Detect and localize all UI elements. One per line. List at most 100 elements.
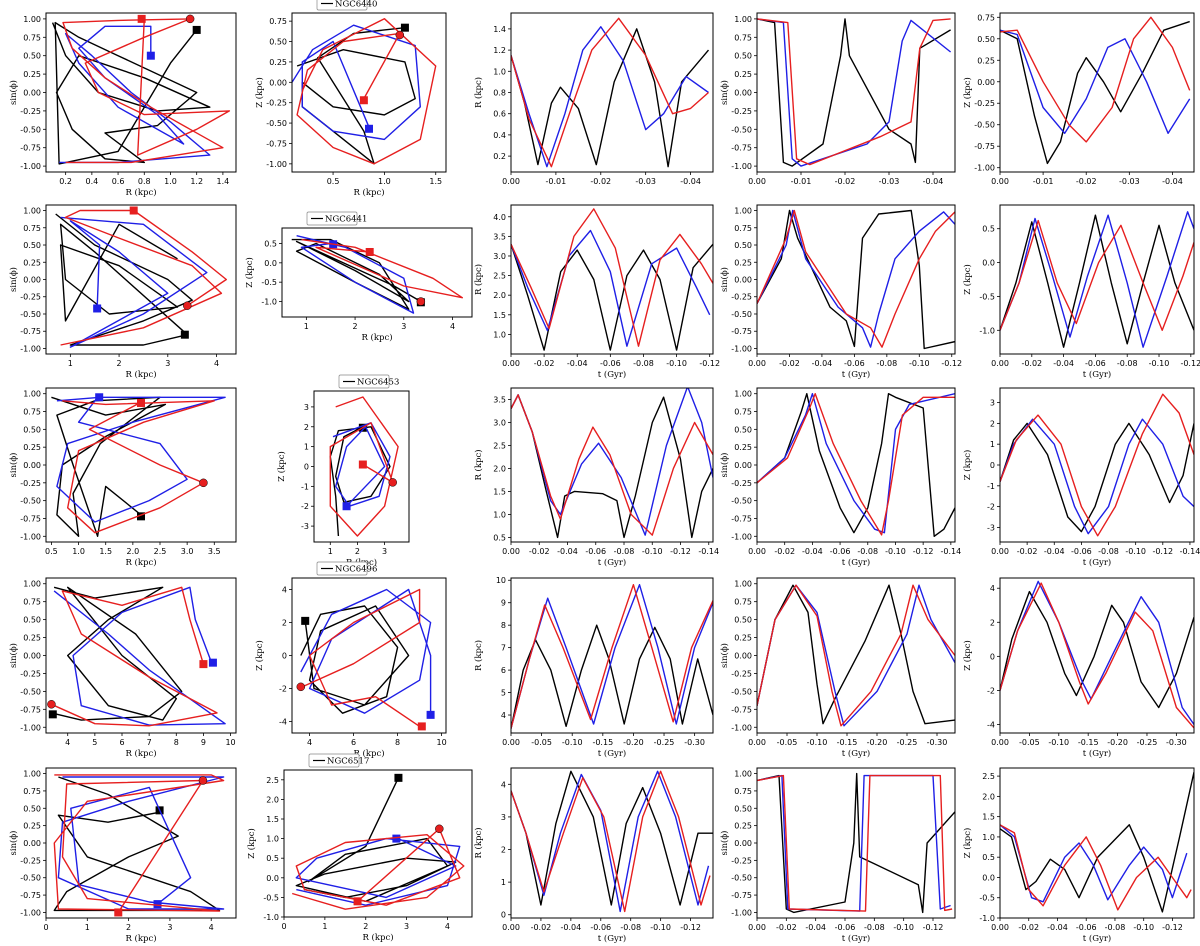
y-tick-label: -0.50 <box>20 687 41 696</box>
y-tick-label: -0.75 <box>20 705 41 714</box>
y-axis-label: Z (kpc) <box>962 77 973 108</box>
x-axis-label: t (Gyr) <box>598 369 626 380</box>
x-tick-label: -0.12 <box>1180 359 1200 368</box>
series-line-red <box>757 393 955 536</box>
series-group <box>511 770 713 913</box>
y-tick-label: 2 <box>990 618 995 627</box>
y-tick-label: 3.5 <box>493 232 506 241</box>
y-tick-label: 1.5 <box>982 813 995 822</box>
series-line-blue <box>59 25 211 164</box>
y-tick-label: -0.75 <box>731 705 752 714</box>
series-group <box>757 772 955 914</box>
y-tick-label: -1.0 <box>261 298 277 307</box>
y-tick-label: 3 <box>990 399 995 408</box>
y-tick-label: -1.00 <box>974 164 995 173</box>
end-marker-blue <box>342 502 351 511</box>
y-tick-label: 0.75 <box>734 33 752 42</box>
x-tick-label: 4 <box>214 359 219 368</box>
legend-box <box>306 211 358 226</box>
y-tick-label: 0 <box>282 652 287 661</box>
y-tick-label: 2.5 <box>266 776 279 785</box>
series-group <box>51 393 226 537</box>
series-line-blue <box>296 235 415 314</box>
x-tick-label: -0.20 <box>867 738 888 747</box>
x-tick-label: -0.04 <box>1053 359 1074 368</box>
y-tick-label: 0.50 <box>23 804 41 813</box>
x-tick-label: -0.14 <box>1180 547 1200 556</box>
legend: NGC6517 <box>308 753 369 768</box>
legend-label: NGC6496 <box>335 565 377 575</box>
x-axis-label: R (kpc) <box>353 748 384 759</box>
x-tick-label: -0.06 <box>585 547 606 556</box>
y-tick-label: -1.00 <box>731 344 752 353</box>
x-tick-label: 3 <box>165 359 170 368</box>
x-axis-label: R (kpc) <box>362 932 393 943</box>
y-tick-label: -0.50 <box>974 121 995 130</box>
series-line-blue <box>1000 580 1194 725</box>
y-tick-label: -1.00 <box>731 532 752 541</box>
x-tick-label: 3.5 <box>208 547 221 556</box>
x-tick-label: -0.04 <box>802 547 823 556</box>
y-tick-label: 0.0 <box>982 873 995 882</box>
x-tick-label: 0.00 <box>502 177 520 186</box>
series-line-red <box>51 586 218 727</box>
x-axis-label: t (Gyr) <box>1083 748 1111 759</box>
legend-box <box>308 753 360 768</box>
start-marker-red <box>416 297 426 306</box>
axes-frame <box>999 767 1195 919</box>
y-tick-label: 0.25 <box>977 56 995 65</box>
x-tick-label: 0.00 <box>502 547 520 556</box>
y-axis-label: sin(ϕ) <box>8 643 19 668</box>
x-tick-label: -0.12 <box>680 923 701 932</box>
y-tick-label: 1.00 <box>734 207 752 216</box>
y-tick-label: 1.00 <box>23 770 41 779</box>
axes-frame <box>281 227 473 318</box>
x-tick-label: -0.04 <box>805 923 826 932</box>
series-line-blue <box>60 216 208 348</box>
axes-frame <box>999 12 1195 173</box>
y-tick-label: 2.0 <box>982 792 995 801</box>
y-tick-label: 7 <box>501 644 506 653</box>
y-tick-label: 1.0 <box>493 330 506 339</box>
x-tick-label: 0 <box>281 922 286 931</box>
legend-label: NGC6517 <box>327 757 369 767</box>
x-tick-label: -0.10 <box>1133 923 1154 932</box>
y-tick-label: 3 <box>501 813 506 822</box>
x-axis-label: t (Gyr) <box>1083 369 1111 380</box>
y-tick-label: 0.50 <box>23 52 41 61</box>
end-marker-black <box>192 25 201 34</box>
y-tick-label: -2 <box>987 503 995 512</box>
panel-2-0: 0.5 1.0 1.5 2.0 2.5 3.0 3.5 -1.00 -0.75 -0.50 -0.2… <box>8 387 237 568</box>
end-marker-blue <box>93 304 102 313</box>
series-line-red <box>1000 219 1194 331</box>
series-group <box>511 208 713 351</box>
y-tick-label: 0.5 <box>982 225 995 234</box>
y-tick-label: -3 <box>987 523 995 532</box>
x-tick-label: -0.30 <box>927 738 948 747</box>
x-axis-label: t (Gyr) <box>842 557 870 568</box>
x-tick-label: 0.00 <box>502 738 520 747</box>
series-group <box>757 209 955 350</box>
y-tick-label: 4 <box>501 780 506 789</box>
x-tick-label: -0.12 <box>670 547 691 556</box>
y-axis-label: Z (kpc) <box>962 264 973 295</box>
x-tick-label: -0.04 <box>923 177 944 186</box>
y-tick-label: -0.75 <box>731 144 752 153</box>
x-tick-label: -0.14 <box>940 547 961 556</box>
x-tick-label: -0.08 <box>620 923 641 932</box>
axes-frame <box>291 12 447 173</box>
series-line-red <box>1000 582 1194 729</box>
x-tick-label: -0.10 <box>650 923 671 932</box>
start-marker-red <box>435 824 444 834</box>
x-tick-label: -0.15 <box>837 738 858 747</box>
series-line-black <box>51 586 183 721</box>
x-tick-label: -0.01 <box>546 177 567 186</box>
series-line-black <box>51 396 167 537</box>
legend-box <box>316 561 368 576</box>
series-line-red <box>757 209 955 348</box>
x-tick-label: -0.06 <box>1076 923 1097 932</box>
start-marker-red <box>198 776 208 785</box>
series-line-black <box>511 243 713 351</box>
panel-2-2: 0.00 -0.02 -0.04 -0.06 -0.08 -0.10 -0.12 -0.14 0… <box>473 387 719 568</box>
panel-0-4: 0.00 -0.01 -0.02 -0.03 -0.04 -1.00 -0.75 -0.50 -… <box>962 12 1195 186</box>
